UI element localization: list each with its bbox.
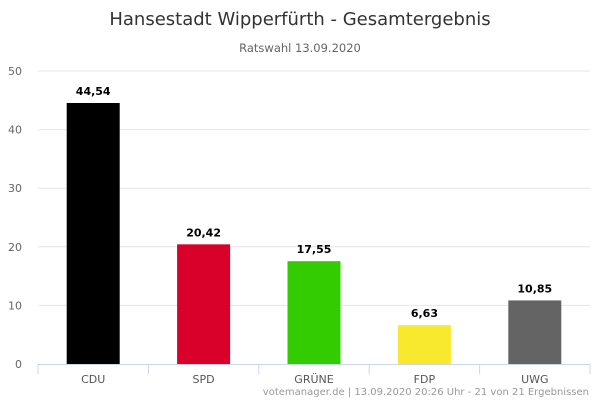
x-axis: CDU SPD GRÜNE FDP UWG — [37, 364, 591, 386]
y-tick-label: 30 — [8, 182, 22, 195]
bar-spd[interactable] — [177, 244, 231, 364]
y-axis: 0 10 20 30 40 50 — [8, 65, 22, 371]
chart-title: Hansestadt Wipperfürth - Gesamtergebnis — [109, 9, 490, 30]
y-tick-label: 50 — [8, 65, 22, 78]
bar-fdp[interactable] — [397, 325, 451, 364]
y-tick-label: 40 — [8, 124, 22, 137]
x-tick-label: FDP — [414, 373, 436, 386]
bar-cdu[interactable] — [66, 102, 120, 364]
gridlines — [38, 70, 590, 306]
y-tick-label: 10 — [8, 299, 22, 312]
data-label: 44,54 — [76, 85, 111, 98]
credits-text[interactable]: votemanager.de | 13.09.2020 20:26 Uhr - … — [263, 387, 589, 398]
bars: 44,54 20,42 17,55 6,63 10,85 — [66, 85, 562, 364]
x-tick-label: CDU — [81, 373, 105, 386]
y-tick-label: 0 — [15, 358, 22, 371]
bar-grne[interactable] — [287, 261, 341, 364]
y-tick-label: 20 — [8, 241, 22, 254]
bar-uwg[interactable] — [508, 300, 562, 364]
data-label: 6,63 — [411, 307, 438, 320]
data-label: 10,85 — [517, 282, 552, 295]
chart-subtitle: Ratswahl 13.09.2020 — [239, 41, 361, 55]
data-label: 17,55 — [297, 243, 332, 256]
x-tick-label: SPD — [193, 373, 215, 386]
data-label: 20,42 — [186, 226, 221, 239]
x-tick-label: GRÜNE — [294, 373, 333, 386]
x-tick-label: UWG — [521, 373, 548, 386]
